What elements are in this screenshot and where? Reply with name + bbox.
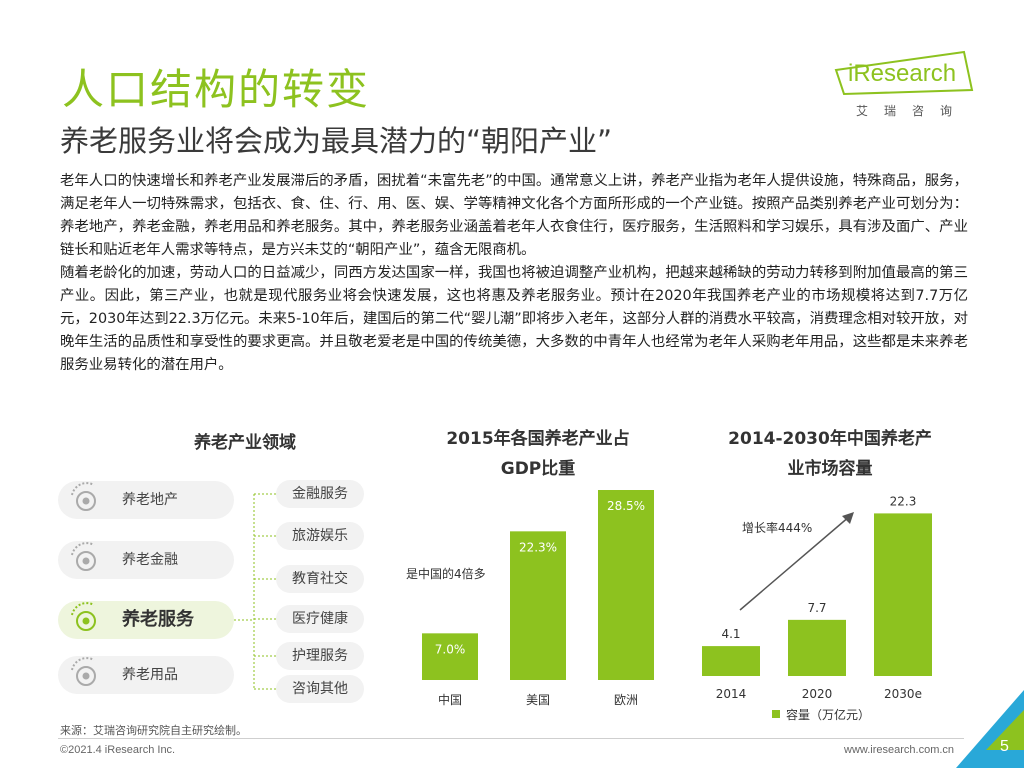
target-icon bbox=[71, 657, 96, 686]
logo-wordmark: iResearch bbox=[848, 60, 957, 87]
bar-欧洲 bbox=[598, 490, 654, 680]
bar-value-label: 4.1 bbox=[721, 627, 740, 641]
category-label: 养老用品 bbox=[122, 667, 178, 683]
bar-value-label: 28.5% bbox=[607, 499, 645, 513]
body-paragraph-1: 老年人口的快速增长和养老产业发展滞后的矛盾，困扰着“未富先老”的中国。通常意义上… bbox=[60, 173, 968, 258]
iresearch-logo bbox=[834, 50, 974, 96]
bar-2030e bbox=[874, 513, 932, 676]
footer-divider bbox=[58, 738, 964, 739]
domain-heading: 养老产业领域 bbox=[194, 433, 296, 453]
bar-美国 bbox=[510, 531, 566, 680]
bar-2020 bbox=[788, 619, 846, 676]
x-tick-label: 2020 bbox=[802, 687, 833, 701]
page-number: 5 bbox=[1000, 738, 1009, 755]
bar-value-label: 22.3% bbox=[519, 540, 557, 554]
market-chart-title-line1: 2014-2030年中国养老产 bbox=[728, 429, 932, 449]
gdp-bar-chart: 7.0% 中国 22.3% 美国 28.5% 欧洲 是中国的4倍多 bbox=[406, 490, 654, 707]
body-paragraph-2: 随着老龄化的加速，劳动人口的日益减少，同西方发达国家一样，我国也将被迫调整产业机… bbox=[60, 265, 968, 373]
service-item: 旅游娱乐 bbox=[276, 522, 364, 550]
market-bar-chart: 4.1 2014 7.7 2020 22.3 2030e 增长率444% 容量（万亿元） bbox=[702, 494, 932, 722]
category-label: 养老服务 bbox=[122, 609, 194, 630]
legend-label: 容量（万亿元） bbox=[786, 707, 870, 722]
category-pill-products: 养老用品 bbox=[58, 656, 234, 694]
logo-subtitle: 艾瑞咨询 bbox=[856, 104, 969, 118]
bar-中国 bbox=[422, 633, 478, 680]
legend-swatch bbox=[772, 710, 780, 718]
service-item: 咨询其他 bbox=[276, 675, 364, 703]
category-pill-real-estate: 养老地产 bbox=[58, 481, 234, 519]
growth-annotation: 增长率444% bbox=[742, 520, 812, 535]
market-chart-title: 2014-2030年中国养老产 业市场容量 bbox=[700, 424, 960, 484]
gdp-chart-title-line2: GDP比重 bbox=[500, 459, 576, 479]
page-title: 人口结构的转变 bbox=[62, 65, 371, 114]
source-note: 来源：艾瑞咨询研究院自主研究绘制。 bbox=[60, 724, 247, 737]
target-icon bbox=[71, 602, 96, 631]
category-label: 养老金融 bbox=[122, 552, 178, 568]
bar-value-label: 7.7 bbox=[807, 601, 826, 615]
corner-decoration bbox=[956, 690, 1024, 768]
category-pill-services: 养老服务 bbox=[58, 601, 234, 639]
category-label: 养老地产 bbox=[122, 492, 178, 508]
market-chart-title-line2: 业市场容量 bbox=[787, 459, 873, 479]
gdp-chart-title: 2015年各国养老产业占 GDP比重 bbox=[418, 424, 658, 484]
target-icon bbox=[71, 542, 96, 571]
bar-value-label: 22.3 bbox=[890, 494, 917, 508]
gdp-annotation: 是中国的4倍多 bbox=[406, 566, 486, 581]
copyright: ©2021.4 iResearch Inc. bbox=[60, 744, 176, 756]
bar-2014 bbox=[702, 646, 760, 676]
arrow-head-icon bbox=[842, 512, 854, 524]
website-url: www.iresearch.com.cn bbox=[844, 744, 955, 756]
service-item: 金融服务 bbox=[276, 480, 364, 508]
x-tick-label: 2014 bbox=[716, 687, 747, 701]
page-subtitle: 养老服务业将会成为最具潜力的“朝阳产业” bbox=[60, 124, 613, 158]
x-tick-label: 美国 bbox=[526, 693, 550, 707]
service-item: 护理服务 bbox=[276, 642, 364, 670]
growth-arrow-line bbox=[739, 515, 851, 611]
service-item: 教育社交 bbox=[276, 565, 364, 593]
body-text: 老年人口的快速增长和养老产业发展滞后的矛盾，困扰着“未富先老”的中国。通常意义上… bbox=[60, 170, 968, 377]
x-tick-label: 中国 bbox=[438, 692, 462, 707]
target-icon bbox=[71, 482, 96, 511]
bar-value-label: 7.0% bbox=[435, 642, 466, 656]
tree-connector bbox=[234, 493, 276, 690]
x-tick-label: 欧洲 bbox=[614, 693, 638, 707]
service-item: 医疗健康 bbox=[276, 605, 364, 633]
category-pill-finance: 养老金融 bbox=[58, 541, 234, 579]
x-tick-label: 2030e bbox=[884, 687, 922, 701]
gdp-chart-title-line1: 2015年各国养老产业占 bbox=[446, 429, 630, 449]
